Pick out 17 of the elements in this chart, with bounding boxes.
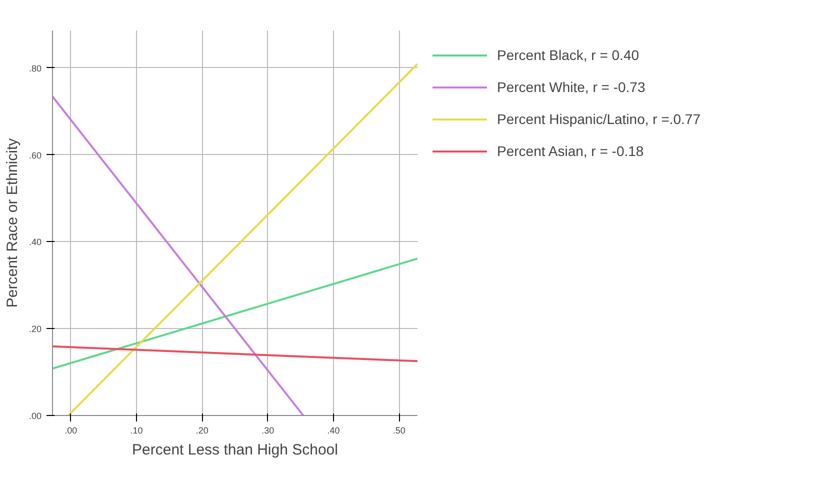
y-tick-label: .60 [28, 150, 42, 160]
y-tick-label: .00 [28, 411, 42, 421]
legend-label: Percent Black, r = 0.40 [497, 47, 640, 63]
x-axis-title: Percent Less than High School [132, 442, 338, 458]
x-tick-label: .10 [130, 426, 143, 436]
x-tick-label: .30 [262, 426, 274, 436]
y-tick-label: .20 [28, 324, 42, 334]
x-tick-label: .20 [196, 426, 208, 436]
y-axis-title: Percent Race or Ethnicity [4, 138, 21, 308]
x-tick-label: .40 [327, 426, 340, 436]
y-tick-label: .40 [28, 237, 42, 248]
y-tick-label: .80 [28, 63, 42, 74]
legend-label: Percent White, r = -0.73 [497, 79, 646, 95]
legend-label: Percent Asian, r = -0.18 [497, 143, 644, 159]
legend-label: Percent Hispanic/Latino, r =.0.77 [497, 111, 701, 127]
x-tick-label: .50 [392, 426, 406, 436]
x-tick-label: .00 [64, 426, 78, 436]
